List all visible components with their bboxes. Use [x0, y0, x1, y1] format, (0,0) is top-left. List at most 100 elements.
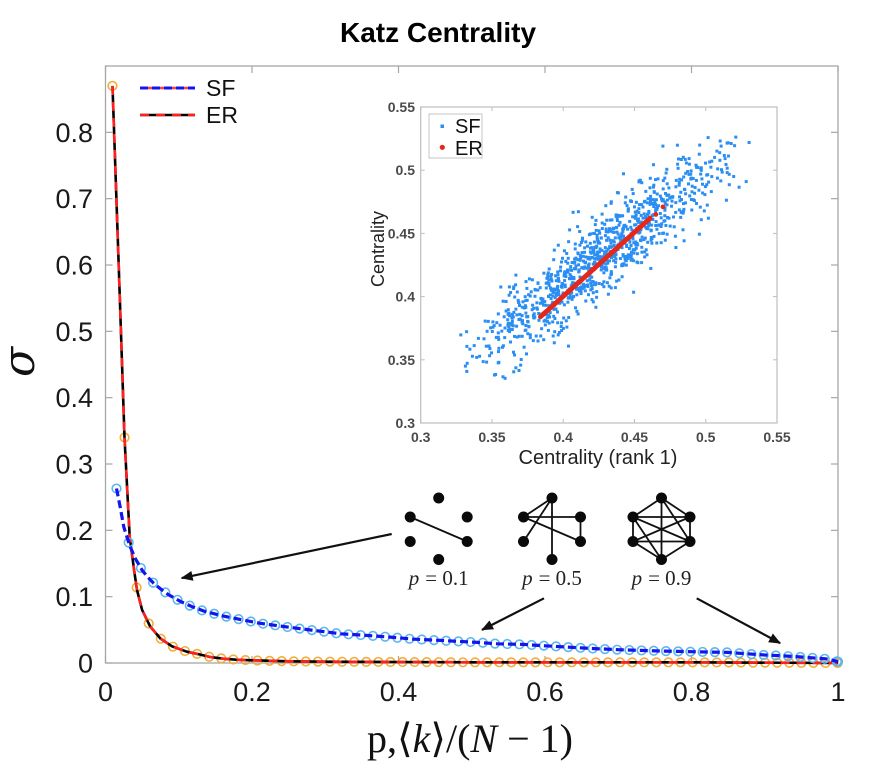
inset-sf-point — [668, 224, 672, 228]
inset-sf-point — [549, 274, 553, 278]
inset-sf-point — [586, 244, 589, 248]
inset-sf-point — [605, 238, 609, 242]
inset-sf-point — [483, 319, 487, 323]
inset-sf-point — [565, 252, 569, 255]
inset-sf-point — [547, 281, 551, 285]
inset-sf-point — [674, 246, 678, 249]
inset-sf-point — [481, 360, 485, 364]
inset-sf-point — [524, 324, 528, 327]
inset-sf-point — [608, 218, 612, 222]
network-node — [656, 554, 667, 565]
inset-sf-point — [536, 288, 540, 292]
inset-x-tick-label: 0.3 — [411, 429, 431, 445]
inset-sf-point — [636, 261, 640, 265]
inset-sf-point — [624, 254, 628, 258]
inset-sf-point — [641, 205, 645, 209]
inset-sf-point — [552, 314, 556, 318]
inset-sf-point — [609, 270, 613, 274]
inset-sf-point — [519, 363, 523, 367]
inset-sf-point — [725, 141, 729, 145]
inset-sf-point — [642, 238, 646, 242]
inset-sf-point — [638, 203, 641, 207]
inset-sf-point — [647, 209, 651, 213]
inset-sf-point — [626, 256, 630, 260]
sf-line — [114, 488, 839, 664]
inset-sf-point — [506, 308, 510, 312]
inset-sf-point — [569, 291, 573, 295]
inset-sf-point — [553, 296, 557, 300]
inset-sf-point — [519, 358, 523, 361]
inset-sf-point — [707, 180, 711, 184]
er-marker — [167, 641, 178, 652]
inset-sf-point — [543, 323, 547, 327]
inset-sf-point — [600, 248, 604, 252]
x-tick-label: 0.4 — [380, 677, 418, 707]
inset-sf-point — [661, 187, 665, 191]
inset-sf-point — [598, 231, 602, 235]
inset-legend: SF ER — [428, 113, 483, 160]
inset-sf-point — [497, 346, 501, 350]
inset-sf-point — [524, 280, 528, 284]
inset-sf-point — [612, 259, 616, 263]
inset-sf-point — [654, 220, 658, 224]
inset-sf-point — [549, 288, 553, 292]
inset-sf-point — [617, 213, 621, 217]
inset-sf-point — [633, 210, 637, 214]
inset-sf-point — [630, 250, 633, 254]
inset-sf-point — [695, 202, 698, 205]
inset-sf-point — [589, 256, 593, 260]
inset-sf-point — [526, 315, 530, 318]
inset-sf-point — [544, 303, 548, 307]
inset-sf-point — [550, 279, 554, 283]
inset-sf-point — [677, 208, 681, 212]
inset-sf-point — [727, 183, 731, 187]
network-edge — [632, 516, 663, 561]
inset-sf-point — [665, 182, 669, 186]
inset-sf-point — [720, 170, 724, 174]
inset-sf-point — [599, 265, 603, 269]
inset-sf-point — [644, 189, 648, 193]
inset-sf-point — [478, 354, 482, 358]
inset-sf-point — [634, 200, 638, 204]
inset-sf-point — [551, 334, 555, 338]
inset-sf-point — [540, 299, 544, 303]
inset-sf-point — [622, 262, 626, 266]
inset-sf-point — [556, 321, 560, 325]
inset-sf-point — [734, 135, 738, 139]
inset-sf-point — [586, 283, 590, 287]
inset-sf-point — [504, 309, 508, 313]
inset-sf-point — [649, 236, 653, 239]
inset-sf-point — [575, 287, 579, 291]
inset-sf-point — [630, 228, 634, 232]
inset-sf-point — [560, 285, 564, 289]
inset-sf-point — [549, 297, 553, 301]
inset-sf-point — [733, 144, 737, 148]
inset-sf-point — [551, 291, 555, 295]
inset-sf-point — [528, 333, 532, 337]
inset-sf-point — [595, 290, 599, 294]
inset-sf-point — [556, 270, 560, 274]
inset-sf-point — [645, 253, 649, 257]
inset-sf-point — [622, 234, 625, 238]
inset-sf-point — [596, 256, 600, 259]
inset-sf-point — [566, 268, 569, 272]
inset-sf-point — [602, 252, 606, 256]
inset-sf-point — [663, 208, 667, 212]
inset-sf-point — [622, 227, 626, 230]
inset-sf-point — [654, 209, 658, 213]
inset-sf-point — [595, 253, 599, 257]
inset-sf-point — [677, 183, 681, 187]
inset-series — [459, 135, 751, 380]
inset-sf-point — [651, 218, 655, 221]
inset-sf-point — [645, 201, 649, 205]
inset-sf-point — [497, 350, 500, 354]
inset-sf-point — [624, 263, 628, 267]
inset-sf-point — [681, 155, 685, 159]
inset-axes: 0.3 0.35 0.4 0.45 0.5 0.55 0.3 0.35 0.4 0.45 0.5 0.… — [388, 99, 791, 445]
inset-sf-point — [629, 255, 633, 259]
inset-sf-point — [609, 273, 613, 276]
network-edge — [632, 540, 662, 561]
inset-sf-point — [486, 319, 490, 323]
inset-sf-point — [604, 204, 608, 208]
sf-marker — [172, 594, 183, 605]
